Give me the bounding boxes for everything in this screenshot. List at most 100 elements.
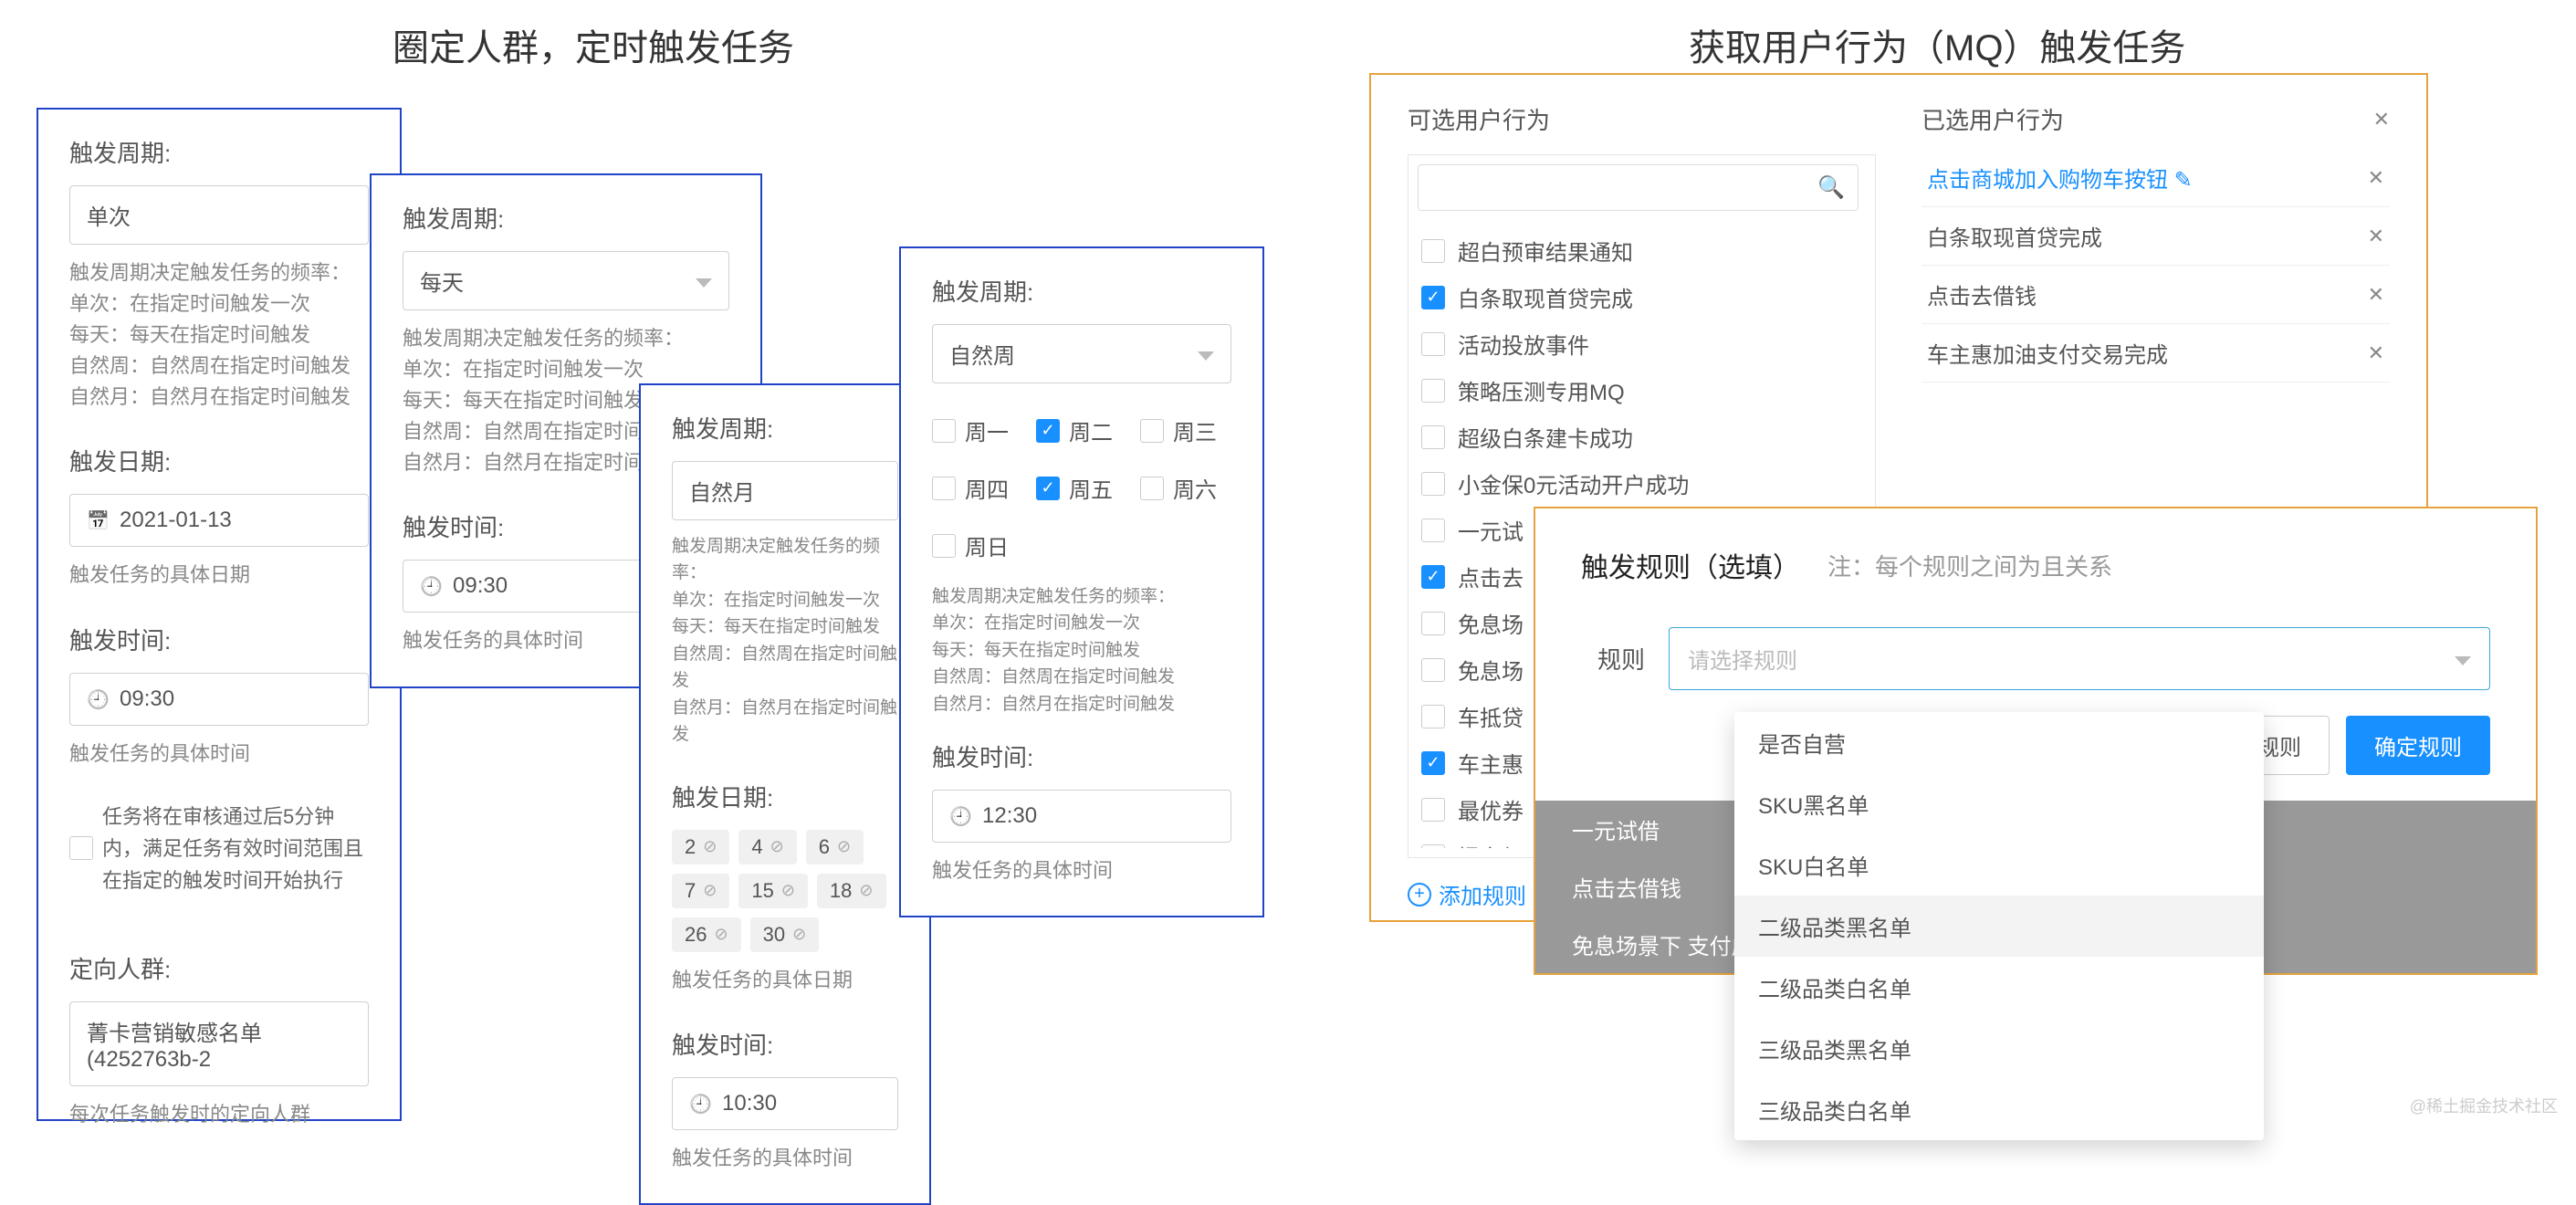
checkbox[interactable] bbox=[1140, 477, 1164, 500]
period-label: 触发周期: bbox=[403, 201, 729, 235]
time-value: 09:30 bbox=[453, 573, 508, 599]
dropdown-item[interactable]: 二级品类白名单 bbox=[1734, 957, 2264, 1018]
remove-icon[interactable]: ✕ bbox=[2368, 225, 2384, 248]
week-day[interactable]: 周二 bbox=[1036, 414, 1113, 446]
week-day[interactable]: 周日 bbox=[932, 529, 1009, 561]
date-chip[interactable]: 6 ⊘ bbox=[806, 830, 864, 864]
checkbox[interactable] bbox=[1421, 332, 1445, 356]
chevron-down-icon bbox=[696, 268, 712, 294]
selected-item[interactable]: 车主惠加油支付交易完成✕ bbox=[1922, 324, 2390, 382]
calendar-icon bbox=[87, 508, 107, 533]
checkbox[interactable] bbox=[1421, 379, 1445, 403]
option-label: 活动投放事件 bbox=[1458, 328, 1589, 360]
date-chip[interactable]: 18 ⊘ bbox=[817, 874, 886, 908]
selected-label: 点击去借钱 bbox=[1927, 278, 2037, 310]
option-item[interactable]: 活动投放事件 bbox=[1421, 320, 1859, 367]
date-chip[interactable]: 2 ⊘ bbox=[672, 830, 729, 864]
time-input[interactable]: 10:30 bbox=[672, 1077, 898, 1130]
date-input[interactable]: 2021-01-13 bbox=[69, 494, 369, 547]
checkbox[interactable] bbox=[1421, 705, 1445, 728]
checkbox[interactable] bbox=[1421, 239, 1445, 263]
period-select[interactable]: 自然周 bbox=[932, 324, 1231, 383]
audience-desc: 每次任务触发时的定向人群 bbox=[69, 1099, 369, 1130]
option-item[interactable]: 超级白条建卡成功 bbox=[1421, 414, 1859, 460]
option-label: 白条取现首贷完成 bbox=[1458, 281, 1633, 313]
option-label: 免息场 bbox=[1458, 607, 1524, 639]
chip-remove-icon[interactable]: ⊘ bbox=[714, 925, 728, 944]
checkbox[interactable] bbox=[932, 534, 956, 558]
checkbox[interactable] bbox=[1421, 751, 1445, 775]
week-day[interactable]: 周六 bbox=[1140, 472, 1217, 504]
checkbox[interactable] bbox=[1421, 472, 1445, 496]
period-value[interactable]: 自然月 bbox=[672, 461, 898, 520]
checkbox[interactable] bbox=[1421, 798, 1445, 822]
rule-select[interactable]: 请选择规则 bbox=[1669, 627, 2490, 690]
date-chip[interactable]: 26 ⊘ bbox=[672, 917, 741, 952]
chip-remove-icon[interactable]: ⊘ bbox=[859, 881, 873, 900]
chip-remove-icon[interactable]: ⊘ bbox=[781, 881, 795, 900]
selected-list: 点击商城加入购物车按钮 ✎✕白条取现首贷完成✕点击去借钱✕车主惠加油支付交易完成… bbox=[1922, 149, 2390, 382]
time-label: 触发时间: bbox=[932, 739, 1231, 773]
dropdown-item[interactable]: 三级品类白名单 bbox=[1734, 1079, 2264, 1140]
dropdown-item[interactable]: 是否自营 bbox=[1734, 712, 2264, 773]
checkbox[interactable] bbox=[1421, 286, 1445, 309]
audience-input[interactable]: 菁卡营销敏感名单 (4252763b-2 bbox=[69, 1001, 369, 1086]
period-select[interactable]: 每天 bbox=[403, 251, 729, 310]
selected-item[interactable]: 白条取现首贷完成✕ bbox=[1922, 207, 2390, 266]
checkbox[interactable] bbox=[1421, 658, 1445, 682]
time-input[interactable]: 12:30 bbox=[932, 790, 1231, 843]
date-chip[interactable]: 30 ⊘ bbox=[750, 917, 820, 952]
chip-remove-icon[interactable]: ⊘ bbox=[792, 925, 806, 944]
dropdown-item[interactable]: SKU白名单 bbox=[1734, 834, 2264, 896]
chip-remove-icon[interactable]: ⊘ bbox=[770, 837, 784, 856]
close-icon[interactable]: ✕ bbox=[2373, 108, 2390, 131]
option-item[interactable]: 超白预审结果通知 bbox=[1421, 227, 1859, 274]
right-section-title: 获取用户行为（MQ）触发任务 bbox=[1689, 18, 2185, 71]
date-chip[interactable]: 7 ⊘ bbox=[672, 874, 729, 908]
week-day[interactable]: 周五 bbox=[1036, 472, 1113, 504]
selected-title: 已选用户行为 bbox=[1922, 102, 2064, 136]
checkbox[interactable] bbox=[1036, 477, 1060, 500]
time-desc: 触发任务的具体时间 bbox=[69, 739, 369, 770]
remove-icon[interactable]: ✕ bbox=[2368, 341, 2384, 365]
remove-icon[interactable]: ✕ bbox=[2368, 283, 2384, 307]
period-label: 触发周期: bbox=[69, 135, 369, 169]
checkbox[interactable] bbox=[932, 419, 956, 443]
chip-remove-icon[interactable]: ⊘ bbox=[703, 837, 717, 856]
selected-item[interactable]: 点击商城加入购物车按钮 ✎ ✕ bbox=[1922, 149, 2390, 207]
checkbox[interactable] bbox=[1421, 519, 1445, 542]
week-label: 周六 bbox=[1173, 472, 1217, 504]
chevron-down-icon bbox=[1198, 341, 1214, 367]
search-icon: 🔍 bbox=[1817, 174, 1845, 201]
chip-remove-icon[interactable]: ⊘ bbox=[703, 881, 717, 900]
confirm-button[interactable]: 确定规则 bbox=[2346, 716, 2490, 775]
checkbox[interactable] bbox=[1421, 565, 1445, 589]
chip-remove-icon[interactable]: ⊘ bbox=[837, 837, 851, 856]
selected-label: 点击商城加入购物车按钮 ✎ bbox=[1927, 162, 2193, 194]
week-day[interactable]: 周四 bbox=[932, 472, 1009, 504]
remove-icon[interactable]: ✕ bbox=[2368, 166, 2384, 190]
checkbox[interactable] bbox=[1036, 419, 1060, 443]
week-day[interactable]: 周三 bbox=[1140, 414, 1217, 446]
option-item[interactable]: 小金保0元活动开户成功 bbox=[1421, 460, 1859, 507]
time-input[interactable]: 09:30 bbox=[69, 673, 369, 726]
date-chip[interactable]: 4 ⊘ bbox=[738, 830, 796, 864]
checkbox[interactable] bbox=[1421, 425, 1445, 449]
checkbox[interactable] bbox=[1140, 419, 1164, 443]
checkbox[interactable] bbox=[1421, 844, 1445, 849]
week-day[interactable]: 周一 bbox=[932, 414, 1009, 446]
week-label: 周五 bbox=[1069, 472, 1113, 504]
option-item[interactable]: 白条取现首贷完成 bbox=[1421, 274, 1859, 320]
checkbox[interactable] bbox=[932, 477, 956, 500]
search-input[interactable]: 🔍 bbox=[1418, 164, 1859, 211]
dropdown-item[interactable]: SKU黑名单 bbox=[1734, 773, 2264, 834]
option-item[interactable]: 策略压测专用MQ bbox=[1421, 367, 1859, 414]
audit-note-row: 任务将在审核通过后5分钟内，满足任务有效时间范围且在指定的触发时间开始执行 bbox=[69, 801, 369, 897]
selected-item[interactable]: 点击去借钱 ✕ bbox=[1922, 266, 2390, 324]
dropdown-item[interactable]: 二级品类黑名单 bbox=[1734, 896, 2264, 957]
dropdown-item[interactable]: 三级品类黑名单 bbox=[1734, 1018, 2264, 1079]
checkbox[interactable] bbox=[1421, 612, 1445, 635]
audit-checkbox[interactable] bbox=[69, 836, 93, 860]
date-chip[interactable]: 15 ⊘ bbox=[738, 874, 808, 908]
period-value[interactable]: 单次 bbox=[69, 185, 369, 245]
